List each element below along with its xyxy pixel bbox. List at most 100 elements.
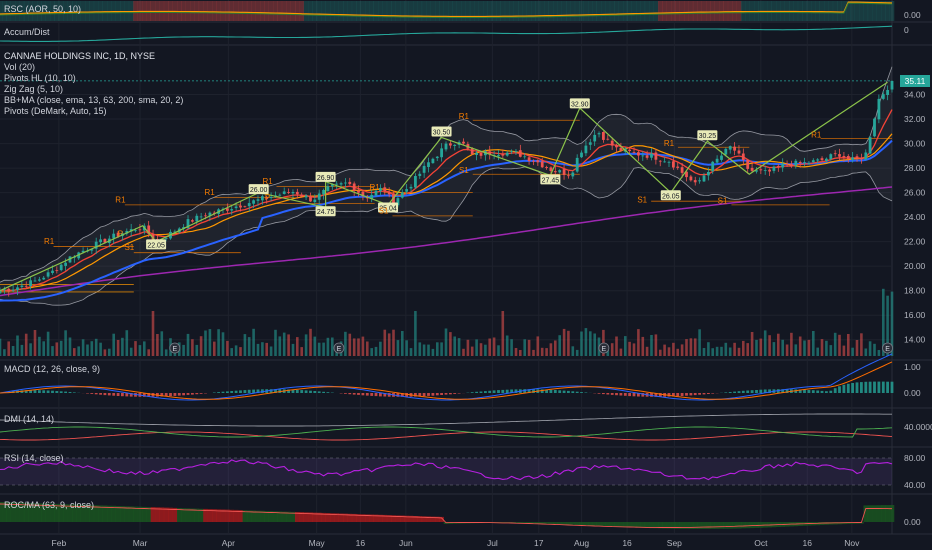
macd-histogram-bar xyxy=(724,392,728,393)
roc-area-bar xyxy=(592,522,597,526)
macd-histogram-bar xyxy=(169,393,172,397)
rsc-bg xyxy=(478,1,484,21)
pivot-hl-label: 26.05 xyxy=(662,193,680,200)
candle-body xyxy=(663,161,666,163)
candle-body xyxy=(24,285,28,287)
pivot-hl-box xyxy=(540,174,561,185)
macd-histogram-bar xyxy=(864,381,868,393)
macd-histogram-bar xyxy=(256,389,260,393)
macd-histogram-bar xyxy=(269,389,273,393)
roc-area-bar xyxy=(889,505,895,522)
y-tick-label: 24.00 xyxy=(904,212,926,222)
volume-bar xyxy=(77,346,80,356)
volume-bar xyxy=(33,330,37,356)
candle-body xyxy=(750,167,754,171)
macd-histogram-bar xyxy=(741,390,745,393)
roc-area-bar xyxy=(684,522,689,529)
rsc-bg xyxy=(41,1,46,21)
bollinger-band-fill xyxy=(0,66,892,306)
volume-bar xyxy=(549,343,553,356)
study-vol: Vol (20) xyxy=(4,62,36,72)
macd-histogram-bar xyxy=(274,389,277,393)
macd-histogram-bar xyxy=(191,393,194,395)
roc-area-bar xyxy=(417,516,423,522)
macd-histogram-bar xyxy=(125,393,129,397)
macd-histogram-bar xyxy=(348,393,352,395)
rsc-bg xyxy=(89,1,95,21)
rsc-bg xyxy=(386,1,392,21)
rsc-bg xyxy=(378,1,383,21)
rsc-bg xyxy=(290,1,296,21)
macd-histogram-bar xyxy=(676,393,680,397)
rsc-bg xyxy=(824,1,829,21)
candle-body xyxy=(422,165,426,173)
rsc-bg xyxy=(316,1,322,21)
rsc-bg xyxy=(334,1,339,21)
candle-body xyxy=(881,94,885,99)
roc-area-bar xyxy=(356,514,361,522)
rsc-bg xyxy=(19,1,25,21)
volume-bar xyxy=(352,338,356,356)
roc-area-bar xyxy=(754,522,759,528)
pivot-hl-label: 24.75 xyxy=(317,209,335,216)
macd-histogram-bar xyxy=(435,393,439,396)
rsc-bg xyxy=(2,1,7,21)
roc-area-bar xyxy=(260,510,265,522)
volume-bar xyxy=(536,336,540,356)
roc-area-bar xyxy=(719,522,724,529)
last-price-tag: 35.11 xyxy=(900,75,930,87)
rsc-bg xyxy=(872,1,877,21)
roc-area-bar xyxy=(653,522,659,529)
macd-histogram-bar xyxy=(628,393,631,397)
roc-area-bar xyxy=(351,513,357,522)
volume-bar xyxy=(890,291,894,356)
roc-area-bar xyxy=(395,515,401,522)
roc-area-bar xyxy=(553,522,558,524)
roc-area-bar xyxy=(76,504,81,522)
volume-bar xyxy=(794,344,798,356)
roc-area-bar xyxy=(535,522,541,524)
volume-bar xyxy=(3,349,6,356)
y-tick-label: 14.00 xyxy=(904,335,926,345)
candle-body xyxy=(431,158,435,164)
roc-area-bar xyxy=(736,522,742,529)
roc-area-bar xyxy=(386,515,392,522)
volume-bar xyxy=(143,341,146,356)
roc-area-bar xyxy=(67,504,73,522)
candle-body xyxy=(261,196,264,201)
y-tick-label: 30.00 xyxy=(904,139,926,149)
rsc-bg xyxy=(299,1,304,21)
rsc-bg xyxy=(867,1,873,21)
roc-area-bar xyxy=(697,522,702,529)
roc-area-bar xyxy=(662,522,667,529)
volume-bar xyxy=(628,341,631,356)
macd-histogram-bar xyxy=(261,389,264,393)
volume-bar xyxy=(812,331,815,356)
volume-bar xyxy=(589,331,592,356)
roc-area-bar xyxy=(701,522,707,529)
roc-area-bar xyxy=(378,514,383,522)
volume-bar xyxy=(470,346,474,356)
volume-bar xyxy=(672,342,675,356)
volume-bar xyxy=(243,334,247,356)
roc-area-bar xyxy=(58,504,64,522)
volume-bar xyxy=(860,333,863,356)
macd-histogram-bar xyxy=(379,393,382,397)
macd-histogram-bar xyxy=(803,389,806,393)
rsc-bg xyxy=(216,1,221,21)
volume-bar xyxy=(20,344,24,356)
rsc-bg xyxy=(220,1,226,21)
rsc-bg xyxy=(395,1,401,21)
volume-bar xyxy=(619,348,623,356)
candle-body xyxy=(794,160,798,166)
roc-area-bar xyxy=(382,514,388,522)
roc-area-bar xyxy=(37,503,42,522)
candle-body xyxy=(116,232,120,237)
volume-bar xyxy=(151,311,155,356)
candle-body xyxy=(81,250,85,253)
candle-body xyxy=(173,231,177,233)
volume-bar xyxy=(361,336,365,356)
pivot-hl-label: 26.90 xyxy=(317,175,335,182)
roc-area-bar xyxy=(732,522,737,529)
